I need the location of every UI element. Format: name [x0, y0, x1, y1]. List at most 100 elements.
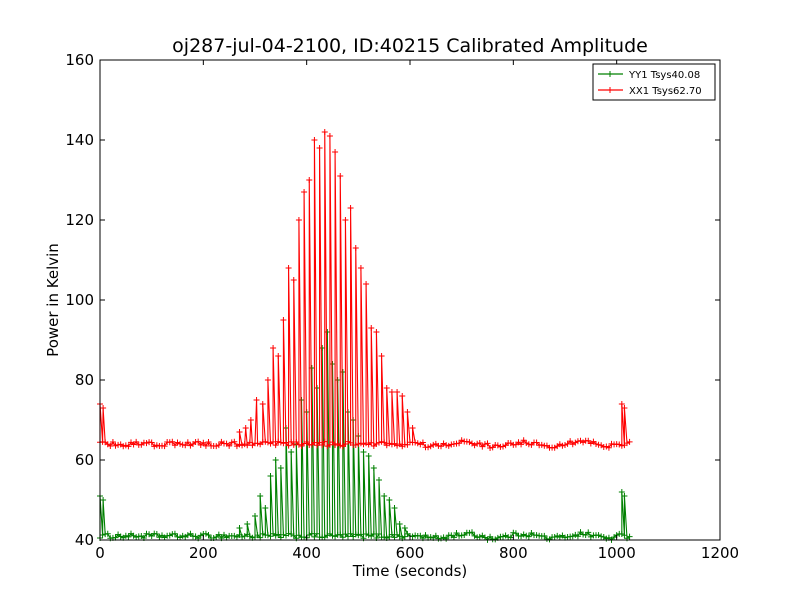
- data-point: [321, 438, 328, 445]
- data-point: [99, 532, 106, 539]
- data-point: [270, 438, 277, 445]
- data-point: [409, 425, 416, 431]
- data-point: [618, 401, 625, 407]
- data-point: [270, 345, 277, 351]
- data-point: [363, 530, 370, 537]
- data-point: [184, 532, 191, 539]
- data-point: [618, 442, 625, 449]
- data-point: [471, 532, 478, 539]
- data-point: [280, 531, 287, 538]
- data-point: [378, 438, 385, 445]
- data-point: [443, 442, 450, 449]
- data-point: [247, 417, 254, 423]
- data-point: [360, 449, 367, 455]
- data-point: [401, 533, 408, 540]
- data-point: [518, 441, 525, 448]
- data-point: [345, 533, 351, 540]
- data-point: [370, 465, 377, 471]
- data-point: [363, 281, 370, 287]
- data-point: [541, 532, 548, 539]
- x-tick-label: 400: [292, 544, 321, 562]
- data-point: [285, 265, 292, 271]
- data-point: [523, 439, 530, 446]
- data-point: [285, 442, 292, 449]
- data-point: [476, 440, 483, 446]
- data-point: [453, 530, 460, 537]
- data-point: [133, 534, 140, 541]
- data-point: [332, 149, 339, 155]
- data-point: [174, 533, 181, 540]
- data-point: [316, 145, 323, 151]
- data-point: [264, 532, 271, 539]
- data-point: [314, 442, 320, 449]
- data-point: [236, 441, 243, 448]
- legend-box: [592, 63, 716, 101]
- data-point: [290, 277, 297, 283]
- data-point: [228, 439, 235, 446]
- data-point: [618, 531, 625, 538]
- x-tick-label: 800: [499, 544, 528, 562]
- data-point: [608, 440, 615, 447]
- data-point: [525, 533, 532, 540]
- data-point: [368, 325, 375, 331]
- data-point: [394, 389, 401, 395]
- data-point: [125, 443, 132, 450]
- data-point: [301, 440, 308, 447]
- data-point: [187, 530, 194, 537]
- data-point: [572, 439, 579, 446]
- data-point: [326, 133, 333, 139]
- data-point: [277, 465, 284, 471]
- data-point: [122, 442, 129, 449]
- data-point: [595, 532, 602, 539]
- data-point: [179, 532, 186, 539]
- data-point: [252, 513, 258, 519]
- data-point: [347, 205, 354, 211]
- data-point: [554, 532, 561, 539]
- data-point: [456, 532, 463, 539]
- data-point: [262, 438, 269, 445]
- data-point: [242, 425, 249, 431]
- data-point: [319, 441, 326, 448]
- data-point: [153, 531, 160, 538]
- y-tick-label: 100: [65, 291, 94, 309]
- data-point: [569, 533, 576, 540]
- data-point: [425, 444, 432, 451]
- data-point: [288, 449, 295, 455]
- data-point: [169, 438, 176, 445]
- data-point: [520, 437, 527, 444]
- data-point: [360, 441, 367, 448]
- data-point: [171, 530, 178, 537]
- y-tick-label: 160: [65, 51, 94, 69]
- data-point: [394, 442, 401, 449]
- data-point: [306, 177, 313, 183]
- data-point: [412, 439, 419, 446]
- data-point: [373, 329, 380, 335]
- data-point: [600, 443, 607, 450]
- data-point: [388, 531, 395, 538]
- data-point: [221, 531, 227, 538]
- data-point: [231, 438, 238, 445]
- series-layer: [97, 129, 633, 543]
- data-point: [388, 441, 395, 448]
- data-point: [311, 137, 318, 143]
- data-point: [295, 441, 302, 448]
- data-point: [616, 441, 623, 448]
- data-point: [324, 443, 331, 450]
- x-tick-label: 1000: [598, 544, 636, 562]
- data-point: [352, 442, 359, 449]
- y-tick-label: 140: [65, 131, 94, 149]
- data-point: [179, 441, 186, 448]
- data-point: [523, 532, 530, 539]
- x-tick-label: 1200: [701, 544, 739, 562]
- legend-label: XX1 Tsys62.70: [629, 86, 702, 97]
- data-point: [567, 438, 574, 445]
- data-point: [275, 438, 282, 445]
- data-point: [259, 530, 266, 537]
- data-point: [383, 385, 390, 391]
- data-point: [280, 317, 287, 323]
- data-point: [432, 532, 439, 539]
- data-point: [239, 442, 246, 449]
- data-point: [246, 439, 253, 446]
- data-point: [574, 438, 581, 445]
